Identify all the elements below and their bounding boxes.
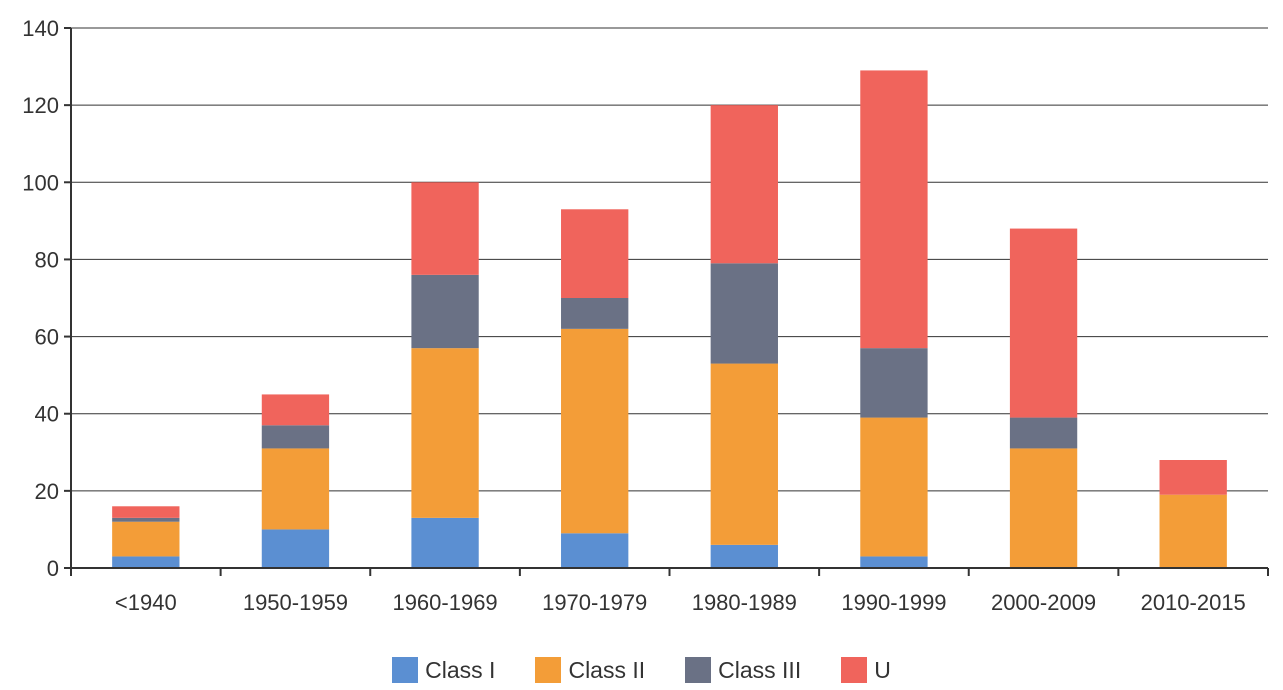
bar-segment-class-ii [1009, 448, 1078, 568]
legend-item: Class I [392, 657, 495, 684]
x-tick-label: 1990-1999 [841, 590, 946, 615]
x-axis-ticks: <1940 1950-1959 1960-1969 1970-1979 1980-198… [70, 568, 1269, 615]
y-tick-label: 60 [35, 325, 59, 350]
legend-swatch [535, 657, 562, 683]
legend-label: Class II [568, 656, 646, 683]
legend-swatch [841, 657, 868, 683]
bar-segment-u [112, 506, 180, 518]
bar-segment-class-i [112, 556, 180, 568]
bar-segment-class-i [561, 533, 629, 568]
x-tick-label: 1960-1969 [392, 590, 497, 615]
y-tick-label: 20 [35, 479, 59, 504]
bar-segment-class-ii [112, 521, 180, 557]
x-tick-label: 1950-1959 [243, 590, 348, 615]
y-tick-label: 100 [22, 170, 59, 195]
bar-segment-class-i [411, 517, 479, 568]
y-tick-label: 140 [22, 16, 59, 41]
legend: Class I Class II Class III U [0, 652, 1283, 688]
gridlines [71, 27, 1268, 492]
bar-segment-class-ii [710, 363, 778, 545]
legend-label: U [874, 656, 891, 683]
y-axis-ticks: 0 20 40 60 80 100 120 140 [22, 16, 71, 581]
bar-segment-class-ii [411, 348, 479, 518]
x-tick-label: 2010-2015 [1141, 590, 1246, 615]
x-tick-label: 2000-2009 [991, 590, 1096, 615]
bar-segment-u [411, 182, 479, 275]
bar-segment-u [261, 394, 330, 426]
y-tick-label: 120 [22, 93, 59, 118]
bar-segment-class-i [860, 556, 928, 568]
y-tick-label: 40 [35, 402, 59, 427]
bar-segment-u [710, 105, 778, 264]
legend-swatch [392, 657, 419, 683]
bar-segment-class-ii [860, 417, 928, 557]
y-tick-label: 80 [35, 247, 59, 272]
bar-segment-u [1009, 228, 1078, 418]
bar-segment-class-iii [261, 425, 330, 449]
bar-segment-class-ii [261, 448, 330, 530]
bar-segment-class-ii [561, 328, 629, 534]
bar-segment-class-ii [1159, 494, 1227, 568]
legend-swatch [685, 657, 712, 683]
bar-segment-class-iii [112, 517, 180, 522]
bar-segment-class-iii [860, 348, 928, 418]
bar-segment-class-i [261, 529, 330, 568]
legend-label: Class I [425, 656, 496, 683]
bar-segment-class-iii [1009, 417, 1078, 449]
bar-segment-class-i [710, 544, 778, 568]
legend-label: Class III [718, 656, 802, 683]
axes [70, 28, 1268, 569]
x-tick-label: 1970-1979 [542, 590, 647, 615]
legend-item: U [841, 657, 891, 684]
bar-segment-u [860, 70, 928, 349]
x-tick-label: <1940 [115, 590, 177, 615]
legend-item: Class III [685, 657, 801, 684]
bar-segment-class-iii [411, 274, 479, 349]
bar-segment-class-iii [710, 263, 778, 364]
bar-segment-u [1159, 460, 1227, 495]
bar-segment-class-iii [561, 298, 629, 329]
bar-stacks [112, 70, 1227, 568]
legend-item: Class II [535, 657, 645, 684]
x-tick-label: 1980-1989 [692, 590, 797, 615]
bar-segment-u [561, 209, 629, 298]
y-tick-label: 0 [47, 556, 59, 581]
